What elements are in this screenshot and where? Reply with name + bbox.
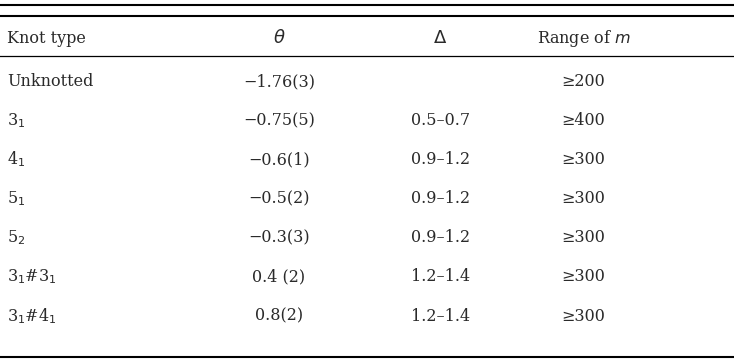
Text: ≥300: ≥300	[562, 308, 606, 324]
Text: −0.6(1): −0.6(1)	[248, 151, 310, 168]
Text: 3$_1$#3$_1$: 3$_1$#3$_1$	[7, 268, 57, 286]
Text: −0.75(5): −0.75(5)	[243, 112, 315, 129]
Text: ≥300: ≥300	[562, 269, 606, 285]
Text: −1.76(3): −1.76(3)	[243, 73, 315, 90]
Text: ≥300: ≥300	[562, 230, 606, 246]
Text: ≥300: ≥300	[562, 190, 606, 207]
Text: $\Delta$: $\Delta$	[433, 29, 448, 47]
Text: 3$_1$: 3$_1$	[7, 111, 26, 130]
Text: −0.3(3): −0.3(3)	[248, 230, 310, 246]
Text: 0.9–1.2: 0.9–1.2	[411, 190, 470, 207]
Text: 0.9–1.2: 0.9–1.2	[411, 230, 470, 246]
Text: Range of $m$: Range of $m$	[537, 28, 631, 49]
Text: $\theta$: $\theta$	[272, 29, 286, 47]
Text: ≥200: ≥200	[562, 73, 606, 90]
Text: 0.9–1.2: 0.9–1.2	[411, 151, 470, 168]
Text: ≥400: ≥400	[562, 112, 606, 129]
Text: −0.5(2): −0.5(2)	[248, 190, 310, 207]
Text: Knot type: Knot type	[7, 30, 86, 46]
Text: 1.2–1.4: 1.2–1.4	[411, 308, 470, 324]
Text: 0.8(2): 0.8(2)	[255, 308, 303, 324]
Text: 4$_1$: 4$_1$	[7, 150, 26, 169]
Text: 0.4 (2): 0.4 (2)	[252, 269, 305, 285]
Text: 5$_2$: 5$_2$	[7, 228, 26, 247]
Text: 5$_1$: 5$_1$	[7, 189, 26, 208]
Text: 1.2–1.4: 1.2–1.4	[411, 269, 470, 285]
Text: ≥300: ≥300	[562, 151, 606, 168]
Text: Unknotted: Unknotted	[7, 73, 94, 90]
Text: 3$_1$#4$_1$: 3$_1$#4$_1$	[7, 306, 57, 326]
Text: 0.5–0.7: 0.5–0.7	[411, 112, 470, 129]
